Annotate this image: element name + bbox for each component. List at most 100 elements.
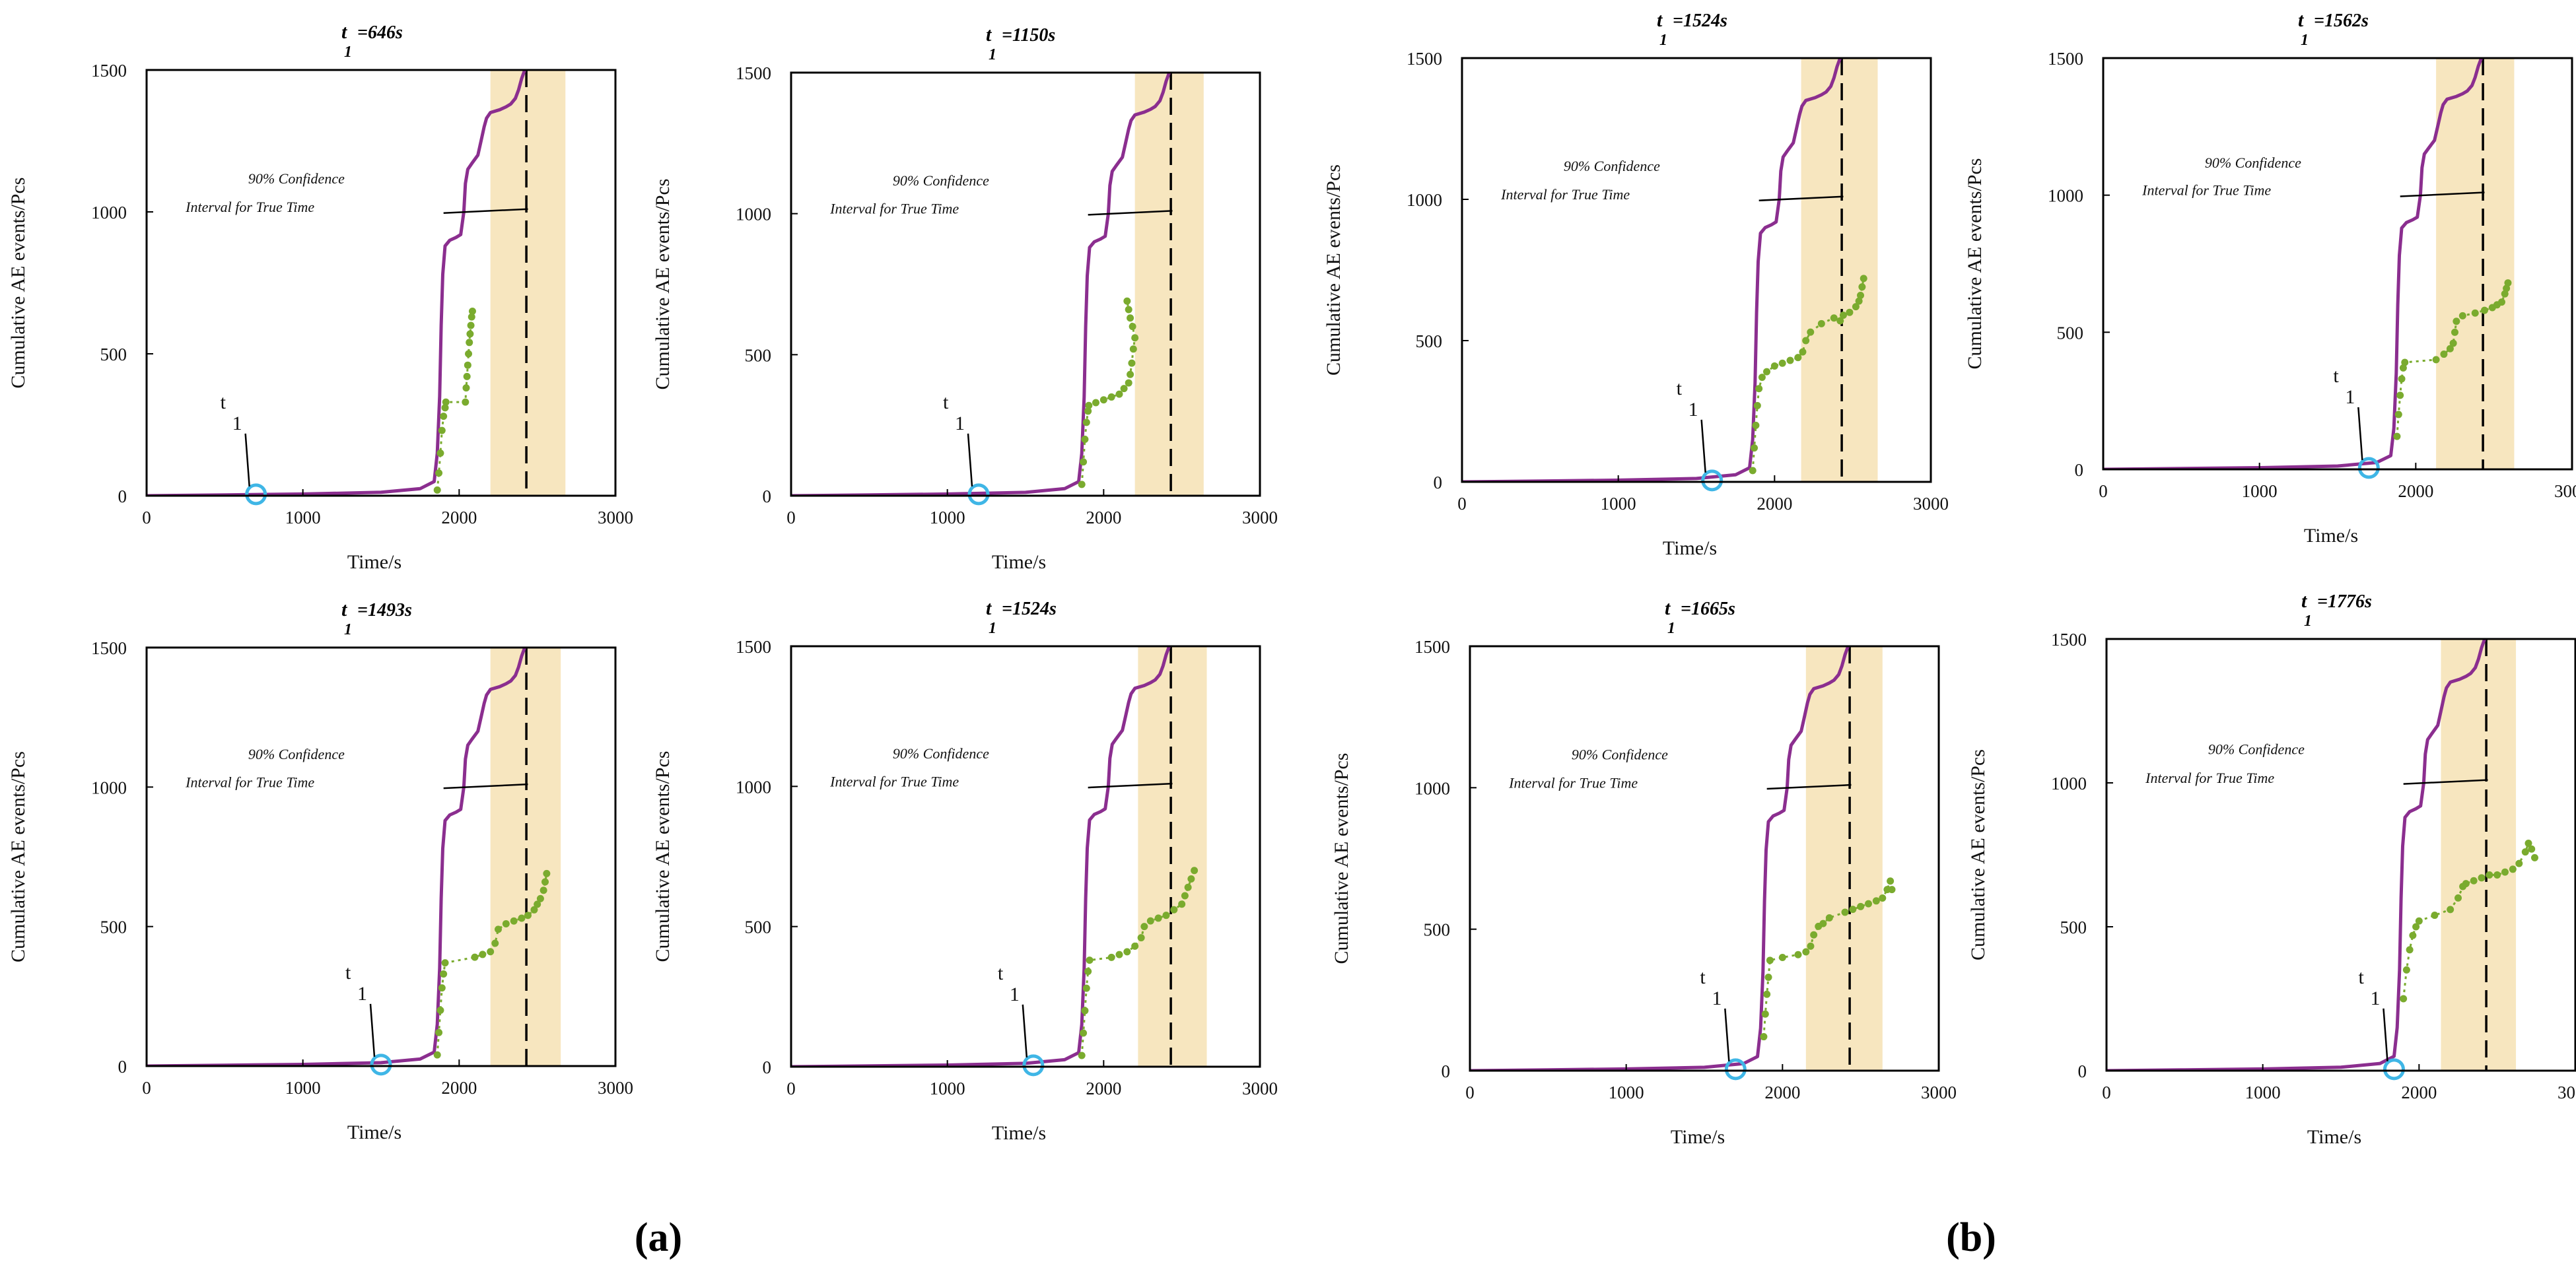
x-tick-label: 2000 — [1764, 1083, 1800, 1102]
predicted-point — [536, 894, 544, 902]
predicted-point — [1115, 390, 1123, 398]
predicted-point — [1751, 444, 1758, 452]
predicted-point — [1799, 348, 1807, 356]
predicted-point — [534, 900, 541, 908]
predicted-point — [2501, 868, 2509, 876]
t1-label-subscript: 1 — [1010, 984, 1020, 1005]
predicted-point — [1125, 306, 1132, 314]
panel-title-value: =1150s — [1002, 25, 1055, 46]
panel-title-subscript: 1 — [344, 621, 352, 638]
predicted-point — [1099, 396, 1107, 404]
panel-title-value: =1665s — [1681, 599, 1735, 619]
predicted-point — [2440, 351, 2448, 358]
predicted-point — [1879, 894, 1887, 902]
predicted-point — [1846, 308, 1854, 316]
predicted-point — [1140, 923, 1148, 931]
predicted-point — [2503, 285, 2511, 292]
t1-leader-line — [2357, 407, 2363, 461]
annotation-leader-line — [443, 208, 528, 214]
predicted-point — [433, 1051, 441, 1059]
predicted-point — [2451, 328, 2458, 336]
predicted-point — [1794, 951, 1802, 958]
predicted-point — [2498, 298, 2505, 306]
confidence-annotation-line1: 90% Confidence — [893, 172, 989, 189]
panel-title-subscript: 1 — [2304, 613, 2312, 630]
t1-leader-line — [1700, 419, 1706, 473]
t1-marker-circle — [2357, 457, 2380, 479]
predicted-point — [1836, 317, 1844, 325]
confidence-annotation-line2: Interval for True Time — [2141, 182, 2271, 199]
predicted-point — [1778, 954, 1786, 962]
predicted-point — [2399, 364, 2407, 372]
y-axis-label: Cumulative AE events/Pcs — [652, 179, 674, 390]
predicted-point — [1760, 1033, 1768, 1041]
cumulative-ae-curve — [1462, 58, 1842, 482]
predicted-series-line — [1080, 300, 1136, 485]
predicted-point — [1080, 458, 1088, 466]
panel-title-symbol: t — [2298, 9, 2305, 31]
confidence-interval-band — [1134, 73, 1204, 496]
axes-frame — [1461, 57, 1932, 483]
x-tick-label: 3000 — [1242, 508, 1278, 527]
x-tick-label: 3000 — [598, 1078, 633, 1098]
x-tick-label: 1000 — [930, 1079, 965, 1098]
y-tick-label: 1500 — [1414, 637, 1450, 657]
predicted-point — [1752, 421, 1760, 429]
predicted-point — [1766, 956, 1774, 964]
predicted-point — [1078, 481, 1086, 488]
confidence-annotation-line2: Interval for True Time — [1500, 186, 1630, 203]
t1-leader-line — [369, 1003, 376, 1057]
panel-title-symbol: t — [986, 24, 992, 46]
predicted-point — [1184, 883, 1192, 891]
predicted-point — [2406, 946, 2414, 954]
predicted-point — [1137, 934, 1145, 942]
predicted-point — [463, 372, 471, 380]
predicted-point — [1872, 897, 1880, 905]
x-tick-label: 1000 — [1609, 1083, 1644, 1102]
panel-title-subscript: 1 — [344, 44, 352, 61]
confidence-interval-band — [1805, 646, 1883, 1071]
y-tick-label: 1000 — [736, 777, 771, 797]
y-axis-label: Cumulative AE events/Pcs — [652, 751, 674, 962]
panel-title-subscript: 1 — [1667, 620, 1675, 637]
predicted-point — [1888, 886, 1896, 894]
predicted-point — [2415, 917, 2423, 925]
predicted-point — [1778, 359, 1786, 367]
predicted-point — [510, 917, 518, 925]
predicted-point — [1081, 436, 1089, 444]
predicted-point — [1802, 337, 1810, 345]
annotation-leader-line — [2403, 779, 2488, 785]
x-tick-label: 2000 — [2401, 1083, 2437, 1102]
predicted-point — [1127, 314, 1134, 322]
predicted-point — [2454, 894, 2462, 902]
panel-title-value: =1493s — [357, 600, 412, 620]
x-tick-label: 0 — [1457, 494, 1467, 514]
predicted-point — [1191, 867, 1199, 875]
x-tick-label: 3000 — [1921, 1083, 1957, 1102]
panel-title-symbol: t — [341, 599, 348, 620]
x-tick-label: 3000 — [598, 508, 633, 527]
predicted-point — [1770, 362, 1778, 370]
panel-title-symbol: t — [1665, 597, 1671, 619]
confidence-interval-band — [2436, 58, 2515, 469]
predicted-point — [2400, 995, 2408, 1003]
predicted-point — [2393, 432, 2401, 440]
predicted-point — [1146, 917, 1154, 925]
predicted-series-line — [2402, 840, 2536, 999]
y-tick-label: 1000 — [1407, 190, 1442, 210]
x-axis-label: Time/s — [1663, 537, 1717, 559]
cumulative-ae-curve — [147, 648, 527, 1066]
panel-title-value: =1524s — [1673, 11, 1727, 31]
y-tick-label: 1000 — [736, 205, 771, 224]
figure-label-b: (b) — [1946, 1215, 1996, 1260]
predicted-point — [1129, 345, 1137, 353]
t1-leader-line — [1724, 1008, 1730, 1061]
y-axis-label: Cumulative AE events/Pcs — [7, 178, 29, 389]
x-tick-label: 0 — [2099, 481, 2108, 501]
y-tick-label: 1500 — [91, 61, 127, 81]
predicted-point — [2449, 339, 2457, 347]
